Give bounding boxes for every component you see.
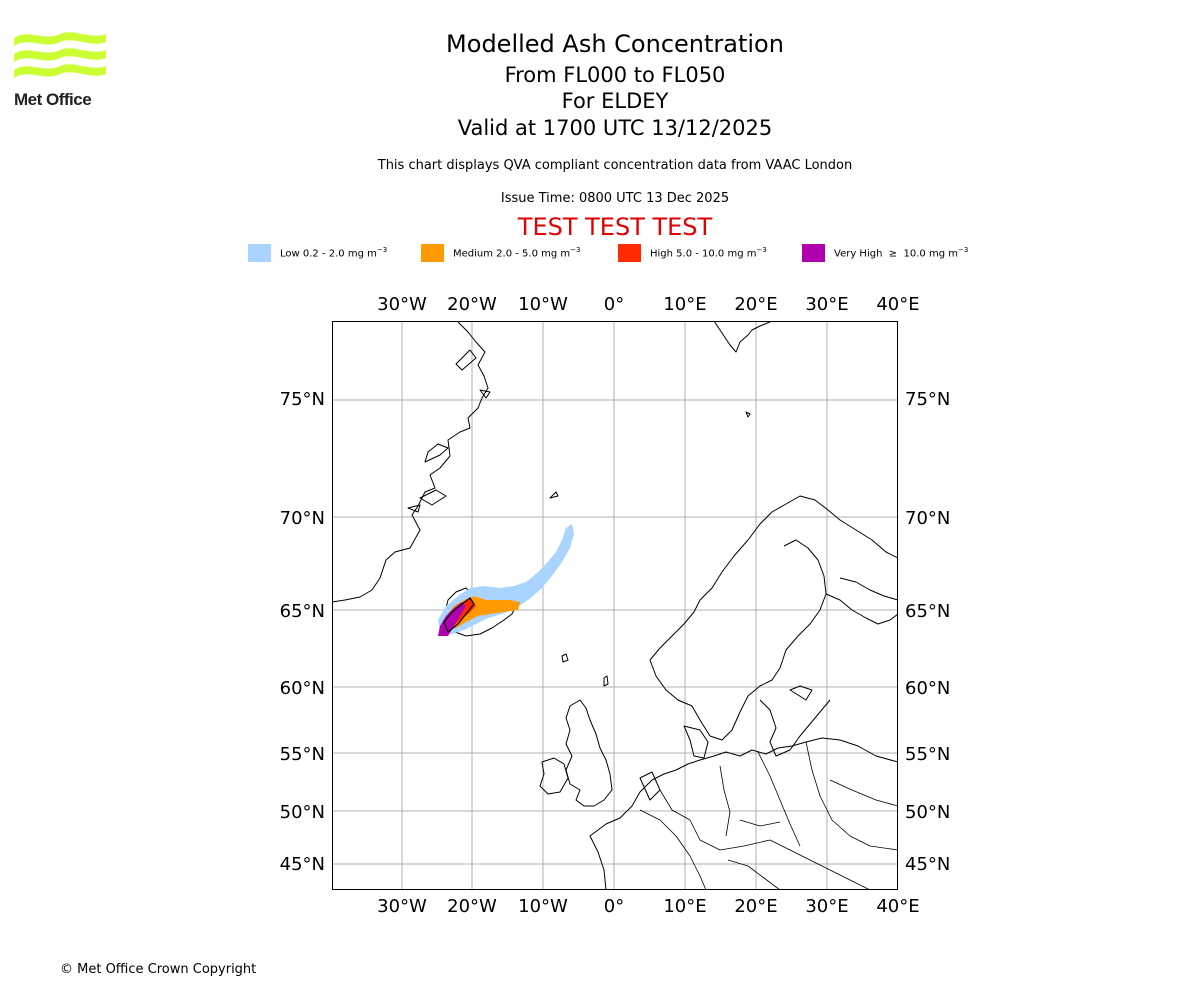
denmark-coast <box>683 725 709 759</box>
legend-label-high: High 5.0 - 10.0 mg m <box>650 248 757 260</box>
legend-swatch-low <box>248 244 271 262</box>
met-office-logo-text: Met Office <box>14 90 92 109</box>
valid-time: Valid at 1700 UTC 13/12/2025 <box>457 116 773 140</box>
legend-swatch-very-high <box>802 244 825 262</box>
coastlines <box>332 321 898 890</box>
lat-label: 70°N <box>280 508 325 529</box>
lon-label: 30°W <box>377 294 427 315</box>
test-banner: TEST TEST TEST <box>517 213 713 241</box>
legend-label-medium: Medium 2.0 - 5.0 mg m <box>453 248 571 260</box>
lat-label: 50°N <box>905 802 950 823</box>
map-frame <box>332 321 898 890</box>
lon-label: 0° <box>604 294 624 315</box>
legend-swatch-high <box>618 244 641 262</box>
legend-label-very-high: Very High ≥ 10.0 mg m <box>834 248 958 260</box>
britain-coast <box>565 699 613 807</box>
met-office-logo: Met Office <box>14 30 109 110</box>
chart-description: This chart displays QVA compliant concen… <box>377 158 853 173</box>
lon-label: 30°W <box>377 896 427 917</box>
lat-label: 60°N <box>280 678 325 699</box>
lon-label: 20°W <box>447 896 497 917</box>
lon-label: 40°E <box>876 294 919 315</box>
lon-label: 10°W <box>518 896 568 917</box>
lon-label: 30°E <box>805 294 848 315</box>
lat-label: 55°N <box>905 744 950 765</box>
ash-plume <box>438 524 574 636</box>
legend-swatch-medium <box>421 244 444 262</box>
flight-level-range: From FL000 to FL050 <box>504 63 726 87</box>
volcano-name: For ELDEY <box>561 89 669 113</box>
lat-labels-left: 75°N 70°N 65°N 60°N 55°N 50°N 45°N <box>280 389 325 875</box>
lat-label: 50°N <box>280 802 325 823</box>
ireland-coast <box>539 757 569 795</box>
lon-label: 20°E <box>734 896 777 917</box>
lon-label: 10°E <box>663 294 706 315</box>
lon-labels-top: 30°W 20°W 10°W 0° 10°E 20°E 30°E 40°E <box>377 294 919 315</box>
issue-time: Issue Time: 0800 UTC 13 Dec 2025 <box>500 191 730 206</box>
lat-label: 45°N <box>905 854 950 875</box>
lon-label: 40°E <box>876 896 919 917</box>
lon-label: 0° <box>604 896 624 917</box>
lat-label: 55°N <box>280 744 325 765</box>
lat-label: 65°N <box>905 601 950 622</box>
lat-label: 75°N <box>280 389 325 410</box>
met-office-wave-icon <box>14 32 106 78</box>
lon-label: 20°E <box>734 294 777 315</box>
lon-label: 20°W <box>447 294 497 315</box>
lat-label: 60°N <box>905 678 950 699</box>
ash-very-high <box>438 602 466 636</box>
graticule <box>332 321 898 890</box>
greenland-coast <box>332 321 489 603</box>
lat-label: 45°N <box>280 854 325 875</box>
legend-unit-exponent: −3 <box>376 246 388 254</box>
europe-coast <box>589 737 898 890</box>
chart-title: Modelled Ash Concentration <box>446 30 784 58</box>
map-area <box>332 321 898 890</box>
svalbard-coast <box>713 321 771 353</box>
lon-label: 10°W <box>518 294 568 315</box>
lat-label: 70°N <box>905 508 950 529</box>
lat-labels-right: 75°N 70°N 65°N 60°N 55°N 50°N 45°N <box>905 389 950 875</box>
lon-labels-bottom: 30°W 20°W 10°W 0° 10°E 20°E 30°E 40°E <box>377 896 919 917</box>
scandinavia-coast <box>649 495 898 661</box>
copyright-notice: © Met Office Crown Copyright <box>60 962 257 977</box>
lon-label: 10°E <box>663 896 706 917</box>
legend-label-low: Low 0.2 - 2.0 mg m <box>280 248 377 260</box>
lon-label: 30°E <box>805 896 848 917</box>
lat-label: 75°N <box>905 389 950 410</box>
lat-label: 65°N <box>280 601 325 622</box>
